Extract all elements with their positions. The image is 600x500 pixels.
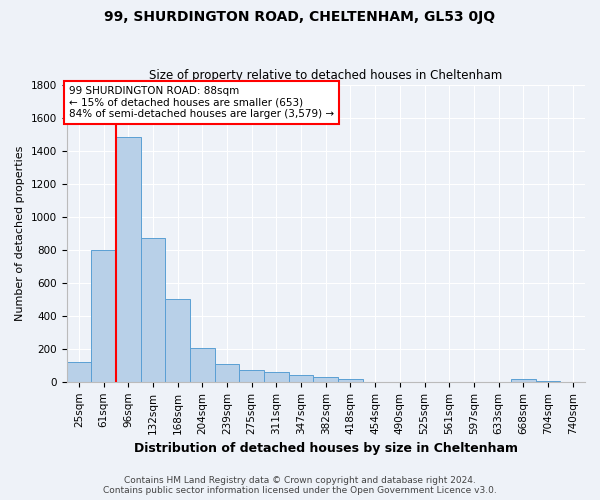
- Bar: [215, 364, 239, 382]
- X-axis label: Distribution of detached houses by size in Cheltenham: Distribution of detached houses by size …: [134, 442, 518, 455]
- Bar: [239, 370, 264, 382]
- Title: Size of property relative to detached houses in Cheltenham: Size of property relative to detached ho…: [149, 69, 502, 82]
- Text: 99 SHURDINGTON ROAD: 88sqm
← 15% of detached houses are smaller (653)
84% of sem: 99 SHURDINGTON ROAD: 88sqm ← 15% of deta…: [69, 86, 334, 119]
- Bar: [313, 377, 338, 382]
- Text: Contains HM Land Registry data © Crown copyright and database right 2024.
Contai: Contains HM Land Registry data © Crown c…: [103, 476, 497, 495]
- Bar: [140, 238, 165, 382]
- Bar: [116, 138, 140, 382]
- Text: 99, SHURDINGTON ROAD, CHELTENHAM, GL53 0JQ: 99, SHURDINGTON ROAD, CHELTENHAM, GL53 0…: [104, 10, 496, 24]
- Bar: [67, 362, 91, 382]
- Bar: [511, 380, 536, 382]
- Bar: [264, 372, 289, 382]
- Bar: [91, 250, 116, 382]
- Bar: [165, 299, 190, 382]
- Bar: [338, 378, 363, 382]
- Bar: [190, 348, 215, 382]
- Y-axis label: Number of detached properties: Number of detached properties: [15, 146, 25, 321]
- Bar: [289, 375, 313, 382]
- Bar: [536, 381, 560, 382]
